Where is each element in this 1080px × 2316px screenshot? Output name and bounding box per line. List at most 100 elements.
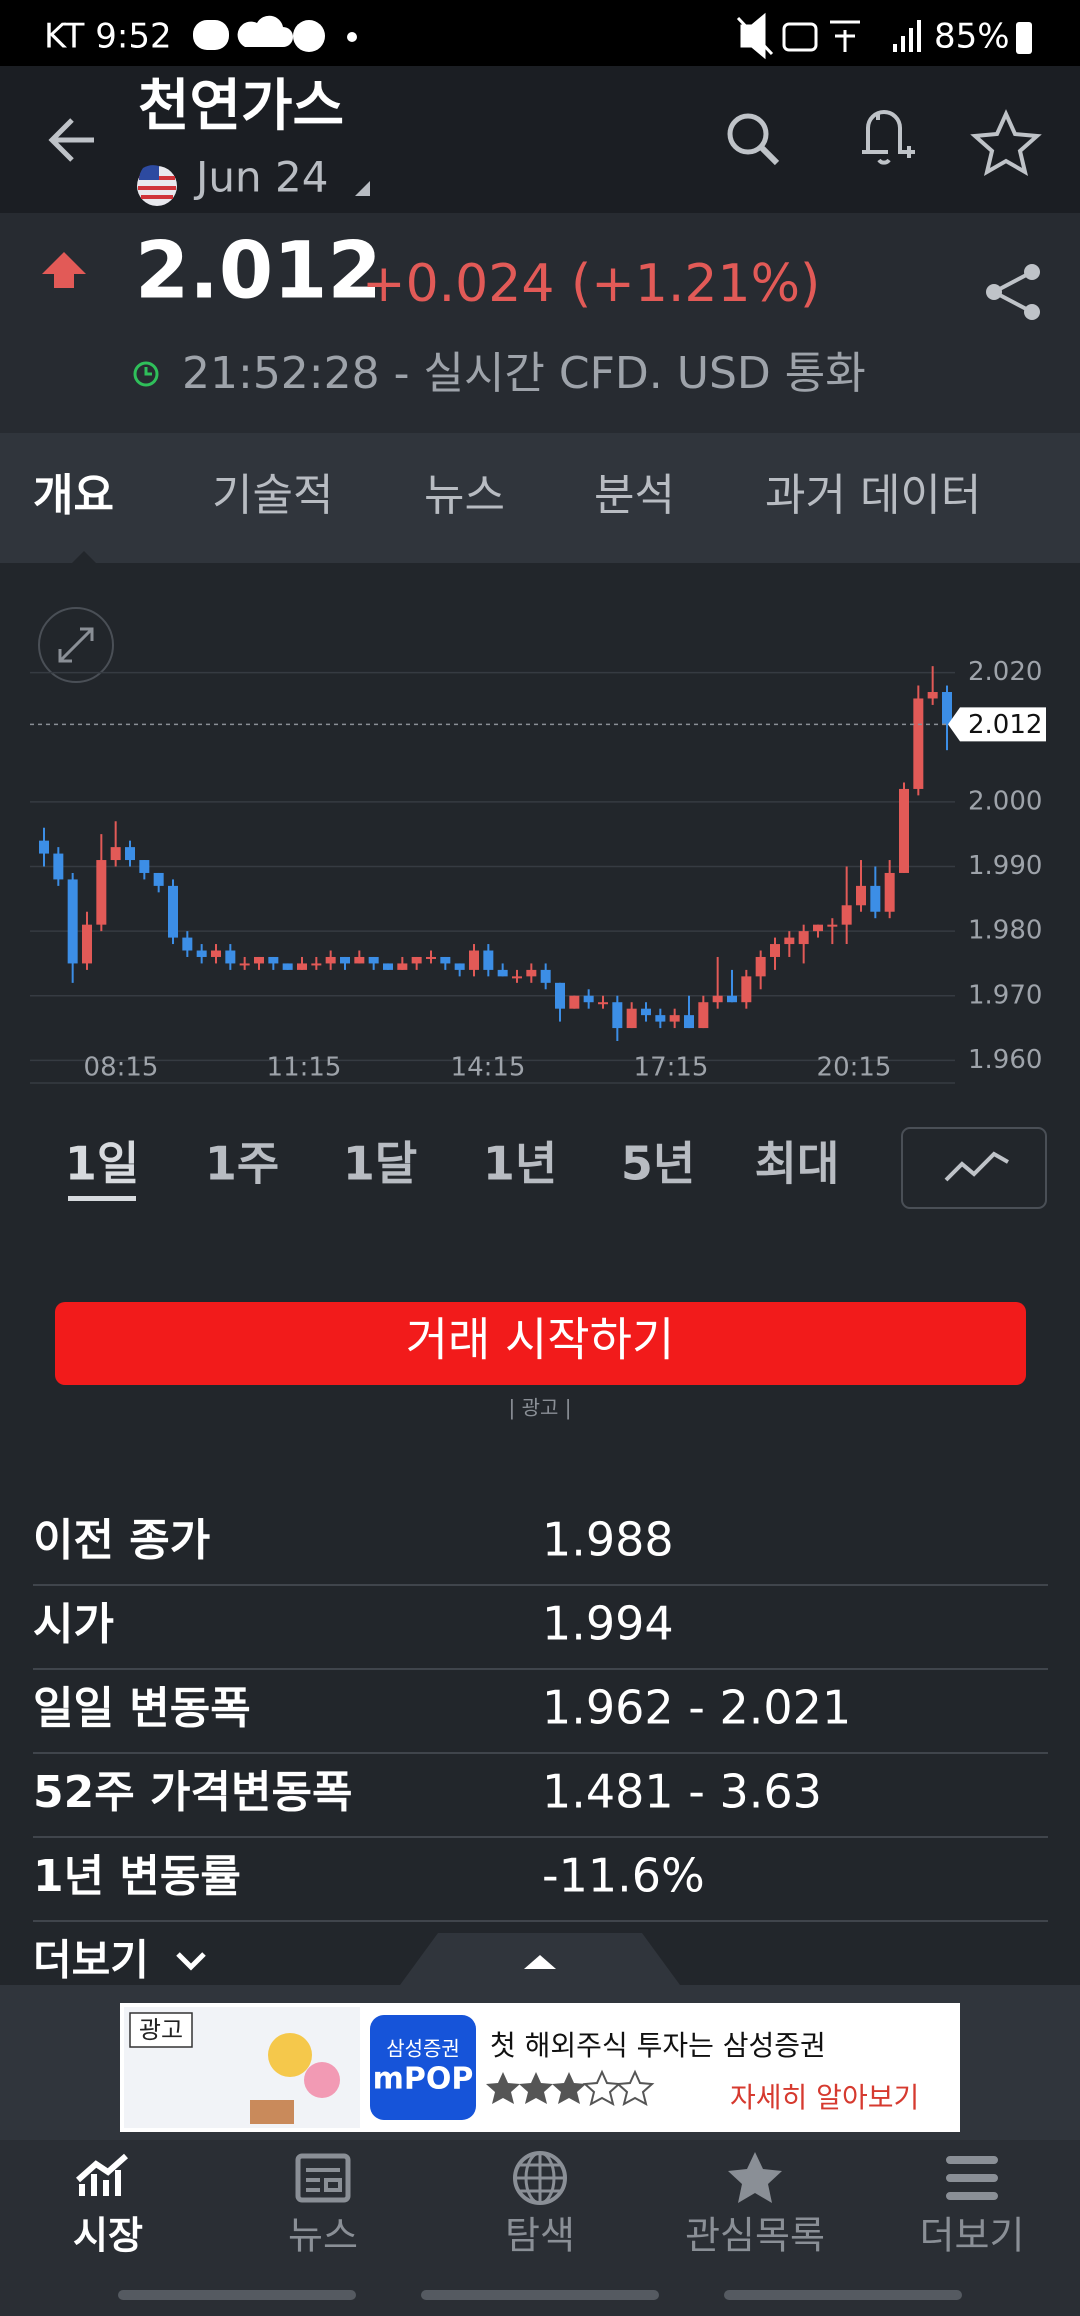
candle-body: [426, 956, 436, 959]
tab-indicator: [72, 551, 96, 563]
candle-body: [612, 1002, 623, 1029]
up-arrow: [42, 252, 86, 288]
period-option[interactable]: 1년: [483, 1137, 557, 1191]
alert-add-icon[interactable]: [862, 110, 915, 165]
stat-label: 일일 변동폭: [33, 1683, 251, 1734]
status-time: KT 9:52: [44, 17, 172, 57]
candle-body: [440, 956, 451, 964]
stat-label: 이전 종가: [33, 1515, 210, 1566]
x-tick-label: 17:15: [634, 1053, 709, 1083]
x-tick-label: 11:15: [267, 1053, 342, 1083]
tab[interactable]: 기술적: [212, 470, 333, 521]
candle-body: [512, 976, 522, 979]
ad-stars-empty: [582, 2069, 655, 2106]
candle-body: [655, 1015, 666, 1022]
candle-body: [770, 944, 780, 957]
candle-body: [397, 963, 408, 970]
candle-body: [368, 956, 379, 964]
candle-body: [727, 995, 737, 1003]
nav-icon-news-lines: [306, 2168, 342, 2192]
candle-body: [225, 950, 236, 964]
candle-body: [555, 982, 565, 1009]
clock-hands: [144, 367, 152, 376]
candle-body: [884, 872, 895, 912]
y-tick-label: 2.000: [968, 786, 1042, 816]
gesture-pill: [118, 2290, 356, 2300]
ad-stars: [486, 2072, 586, 2104]
battery-icon: [1016, 22, 1032, 54]
nav-label[interactable]: 더보기: [920, 2214, 1025, 2258]
ad-character: [304, 2062, 340, 2098]
candle-body: [913, 698, 924, 789]
nav-label[interactable]: 뉴스: [288, 2214, 358, 2258]
line-chart-icon: [944, 1151, 1009, 1182]
more-link[interactable]: 더보기: [33, 1936, 149, 1985]
period-option[interactable]: 1달: [343, 1137, 417, 1191]
nav-label[interactable]: 시장: [73, 2214, 143, 2258]
nav-label[interactable]: 관심목록: [685, 2214, 825, 2258]
period-option[interactable]: 1일: [65, 1137, 139, 1191]
candle-body: [153, 872, 164, 886]
hd-icon: [782, 22, 818, 52]
candle-body: [583, 995, 594, 1003]
talk-icon: [193, 20, 229, 50]
app-logo: [370, 2015, 476, 2120]
candle-body: [669, 1015, 680, 1022]
back-button[interactable]: [48, 118, 94, 162]
price-change: +0.024 (+1.21%): [362, 254, 820, 314]
stat-label: 시가: [33, 1599, 114, 1650]
candle-body: [899, 788, 909, 873]
x-tick-label: 14:15: [451, 1053, 526, 1083]
search-handle: [758, 144, 780, 166]
tab[interactable]: 분석: [594, 470, 675, 521]
last-price: 2.012: [135, 226, 382, 316]
price-tag-box: [948, 707, 1046, 742]
candle-body: [268, 956, 279, 964]
candle-body: [110, 847, 121, 861]
stat-label: 1년 변동률: [33, 1851, 241, 1902]
y-tick-label: 1.960: [968, 1045, 1042, 1075]
candle-body: [383, 963, 393, 970]
candle-body: [168, 885, 178, 938]
period-option[interactable]: 최대: [755, 1137, 840, 1191]
date-label: Jun 24: [193, 153, 328, 202]
candle-body: [841, 905, 852, 925]
tab[interactable]: 개요: [33, 470, 114, 521]
gesture-pill: [724, 2290, 962, 2300]
search-icon[interactable]: [727, 113, 769, 155]
period-option[interactable]: 1주: [205, 1137, 279, 1191]
nav-icon-more: [946, 2156, 998, 2200]
candle-body: [741, 976, 752, 1003]
share-lines: [989, 270, 1033, 314]
trade-button[interactable]: [55, 1302, 1026, 1385]
candle-body: [239, 963, 250, 966]
chart-type-button[interactable]: [901, 1127, 1047, 1209]
candle-body: [340, 956, 350, 964]
y-tick-label: 1.970: [968, 980, 1042, 1010]
period-option[interactable]: 5년: [621, 1137, 695, 1191]
expand-button[interactable]: [38, 607, 114, 683]
candle-body: [411, 956, 422, 964]
period-underline: [68, 1196, 136, 1201]
tab[interactable]: 뉴스: [424, 470, 505, 521]
candle-body: [311, 963, 322, 966]
watchlist-star[interactable]: [970, 109, 1042, 177]
candle-body: [497, 969, 508, 977]
candle-body: [784, 937, 795, 945]
y-tick-label: 2.020: [968, 657, 1042, 687]
candle-body: [196, 950, 207, 957]
ad-cta[interactable]: 자세히 알아보기: [730, 2081, 919, 2114]
tab[interactable]: 과거 데이터: [765, 470, 981, 521]
time-note: 21:52:28 - 실시간 CFD. USD 통화: [182, 348, 866, 399]
candle-body: [211, 950, 221, 957]
candle-body: [827, 924, 838, 927]
battery-level: 85%: [934, 17, 1010, 57]
candle-body: [798, 931, 809, 945]
nav-label[interactable]: 탐색: [505, 2214, 575, 2258]
x-tick-label: 20:15: [817, 1053, 892, 1083]
cloud-icon: [237, 15, 293, 48]
status-bar: [0, 0, 1080, 66]
ad-tag-box: [129, 2012, 193, 2048]
